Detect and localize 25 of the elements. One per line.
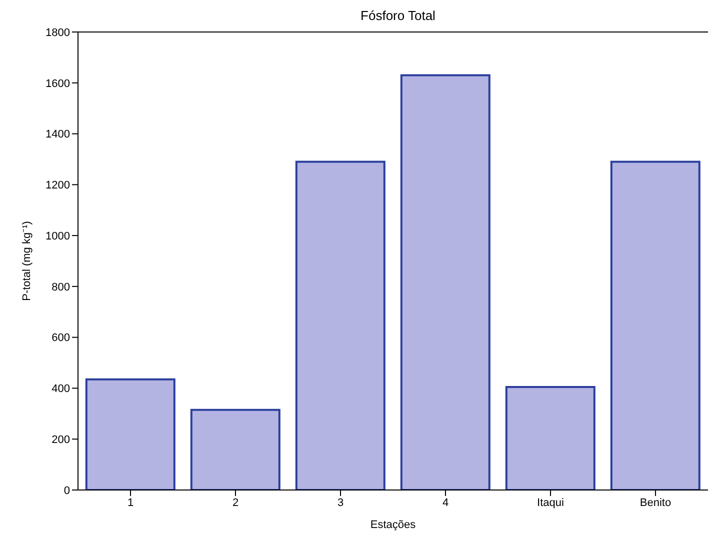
y-tick-label: 0 [64,484,70,497]
y-axis-title: P-total (mg kg⁻¹) [20,221,33,301]
x-tick-label: Benito [640,496,672,509]
y-tick-label: 800 [52,281,70,294]
y-tick-label: 400 [52,383,70,396]
y-tick-label: 1400 [46,128,70,141]
x-axis-title: Estações [370,519,416,531]
x-tick-label: 1 [127,496,134,509]
y-tick-label: 200 [52,434,70,446]
x-tick-label: 2 [232,496,239,509]
y-tick-label: 1000 [46,230,70,242]
bar [505,386,596,490]
chart-title: Fósforo Total [360,8,436,23]
bar [85,378,176,490]
y-tick-label: 1800 [46,26,70,39]
bar [400,74,490,490]
bar [295,160,386,490]
y-tick-label: 1200 [46,180,70,192]
y-tick-label: 1600 [46,78,70,90]
x-tick-label: 3 [337,496,344,509]
x-tick-label: Itaqui [537,496,564,509]
bar [610,160,700,490]
y-tick-label: 600 [52,332,70,344]
x-tick-label: 4 [442,496,449,509]
bar [190,408,280,490]
